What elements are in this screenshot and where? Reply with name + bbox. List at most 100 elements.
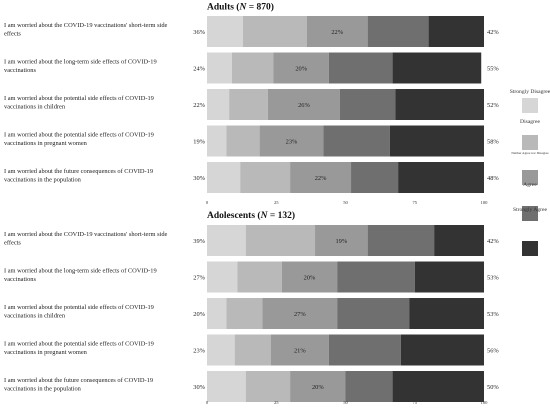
neutral-percent-label: 23% xyxy=(286,138,298,145)
neutral-percent-label: 26% xyxy=(298,102,310,109)
agree-percent-label: 58% xyxy=(487,138,499,145)
bar-segment-strongly-disagree xyxy=(207,261,238,293)
neutral-percent-label: 21% xyxy=(294,347,306,354)
panel-title-prefix: Adults ( xyxy=(207,2,239,13)
bar-segment-neither-agree-nor-disagree xyxy=(273,52,329,84)
question-label-line: effects xyxy=(4,31,21,38)
bar-segment-disagree xyxy=(237,261,282,293)
bar-segment-disagree xyxy=(226,125,260,157)
legend-label: Disagree xyxy=(520,119,540,125)
disagree-percent-label: 23% xyxy=(193,347,205,354)
bar-segment-neither-agree-nor-disagree xyxy=(267,89,340,120)
agree-percent-label: 53% xyxy=(487,311,499,318)
neutral-percent-label: 20% xyxy=(312,384,324,391)
question-label-line: vaccinations in children xyxy=(4,104,66,111)
disagree-percent-label: 39% xyxy=(193,238,205,245)
disagree-percent-label: 36% xyxy=(193,29,205,36)
question-label: I am worried about the long-term side ef… xyxy=(4,268,157,284)
agree-percent-label: 56% xyxy=(487,347,499,354)
panel-title-n: N xyxy=(238,3,247,13)
bar-segment-strongly-agree xyxy=(389,125,484,157)
question-label-line: effects xyxy=(4,240,21,247)
bar-segment-neither-agree-nor-disagree xyxy=(270,334,329,366)
bar-segment-strongly-agree xyxy=(409,298,484,329)
x-tick-label: 25 xyxy=(274,400,279,405)
agree-percent-label: 42% xyxy=(487,29,499,36)
question-label: I am worried about the COVID-19 vaccinat… xyxy=(4,22,168,38)
question-label-line: vaccinations xyxy=(4,276,36,283)
question-label-line: I am worried about the potential side ef… xyxy=(4,95,154,102)
question-label-line: I am worried about the long-term side ef… xyxy=(4,59,157,66)
x-tick-label: 0 xyxy=(206,200,209,205)
bar-segment-strongly-disagree xyxy=(207,298,227,329)
x-tick-label: 75 xyxy=(412,400,417,405)
neutral-percent-label: 22% xyxy=(315,175,327,182)
bar-segment-strongly-disagree xyxy=(207,371,246,402)
agree-percent-label: 48% xyxy=(487,175,499,182)
bar-segment-strongly-agree xyxy=(395,89,484,120)
bar-segment-agree xyxy=(337,261,415,293)
x-tick-label: 50 xyxy=(343,200,348,205)
disagree-percent-label: 30% xyxy=(193,384,205,391)
disagree-percent-label: 19% xyxy=(193,138,205,145)
disagree-percent-label: 27% xyxy=(193,274,205,281)
bar-segment-agree xyxy=(323,125,390,157)
bar-segment-strongly-disagree xyxy=(207,16,244,47)
panel-title: Adolescents (N = 132) xyxy=(207,210,295,221)
bar-segment-neither-agree-nor-disagree xyxy=(290,162,352,193)
x-tick-label: 100 xyxy=(481,200,489,205)
neutral-percent-label: 27% xyxy=(294,311,306,318)
bar-segment-strongly-agree xyxy=(392,371,484,402)
agree-percent-label: 50% xyxy=(487,384,499,391)
question-label: I am worried about the future consequenc… xyxy=(4,168,153,184)
bar-segment-neither-agree-nor-disagree xyxy=(290,371,346,402)
x-tick-label: 25 xyxy=(274,200,279,205)
x-tick-label: 100 xyxy=(481,400,489,405)
question-label-line: I am worried about the future consequenc… xyxy=(4,168,153,175)
bar-segment-disagree xyxy=(243,16,307,47)
bar-segment-disagree xyxy=(229,89,268,120)
bar-segment-agree xyxy=(367,16,429,47)
bar-segment-agree xyxy=(345,371,393,402)
legend-label: Strongly Agree xyxy=(513,207,548,213)
disagree-percent-label: 20% xyxy=(193,311,205,318)
question-label-line: vaccinations in pregnant women xyxy=(4,349,88,356)
question-label: I am worried about the long-term side ef… xyxy=(4,59,157,75)
panel-title-n: N xyxy=(260,211,269,221)
panel-title-suffix: = 870) xyxy=(246,2,274,13)
bar-segment-strongly-agree xyxy=(428,16,484,47)
legend-label: Neither Agree nor Disagree xyxy=(511,151,549,155)
neutral-percent-label: 22% xyxy=(331,29,343,36)
disagree-percent-label: 22% xyxy=(193,102,205,109)
bar-segment-neither-agree-nor-disagree xyxy=(262,298,338,329)
x-tick-label: 75 xyxy=(412,200,417,205)
agree-percent-label: 55% xyxy=(487,65,499,72)
question-label-line: vaccinations in the population xyxy=(4,386,82,393)
question-label: I am worried about the potential side ef… xyxy=(4,95,154,111)
legend-swatch xyxy=(522,206,538,221)
legend-swatch xyxy=(522,98,538,113)
panel-title-suffix: = 132) xyxy=(267,210,295,221)
legend-swatch xyxy=(522,170,538,185)
bar-segment-strongly-agree xyxy=(400,334,484,366)
bar-segment-disagree xyxy=(226,298,263,329)
neutral-percent-label: 19% xyxy=(335,238,347,245)
agree-percent-label: 42% xyxy=(487,238,499,245)
bar-segment-neither-agree-nor-disagree xyxy=(259,125,324,157)
question-label-line: I am worried about the potential side ef… xyxy=(4,132,154,139)
bar-segment-strongly-disagree xyxy=(207,225,246,256)
bar-segment-strongly-agree xyxy=(434,225,484,256)
disagree-percent-label: 24% xyxy=(193,65,205,72)
bar-segment-disagree xyxy=(231,52,274,84)
question-label-line: vaccinations in pregnant women xyxy=(4,140,88,147)
question-label-line: I am worried about the potential side ef… xyxy=(4,304,154,311)
bar-segment-neither-agree-nor-disagree xyxy=(281,261,338,293)
bar-segment-disagree xyxy=(245,225,316,256)
bar-segment-agree xyxy=(328,334,401,366)
legend-swatch xyxy=(522,241,538,256)
question-label-line: I am worried about the long-term side ef… xyxy=(4,268,157,275)
legend-label: Agree xyxy=(523,182,537,188)
question-label: I am worried about the potential side ef… xyxy=(4,132,154,148)
bar-segment-agree xyxy=(367,225,435,256)
